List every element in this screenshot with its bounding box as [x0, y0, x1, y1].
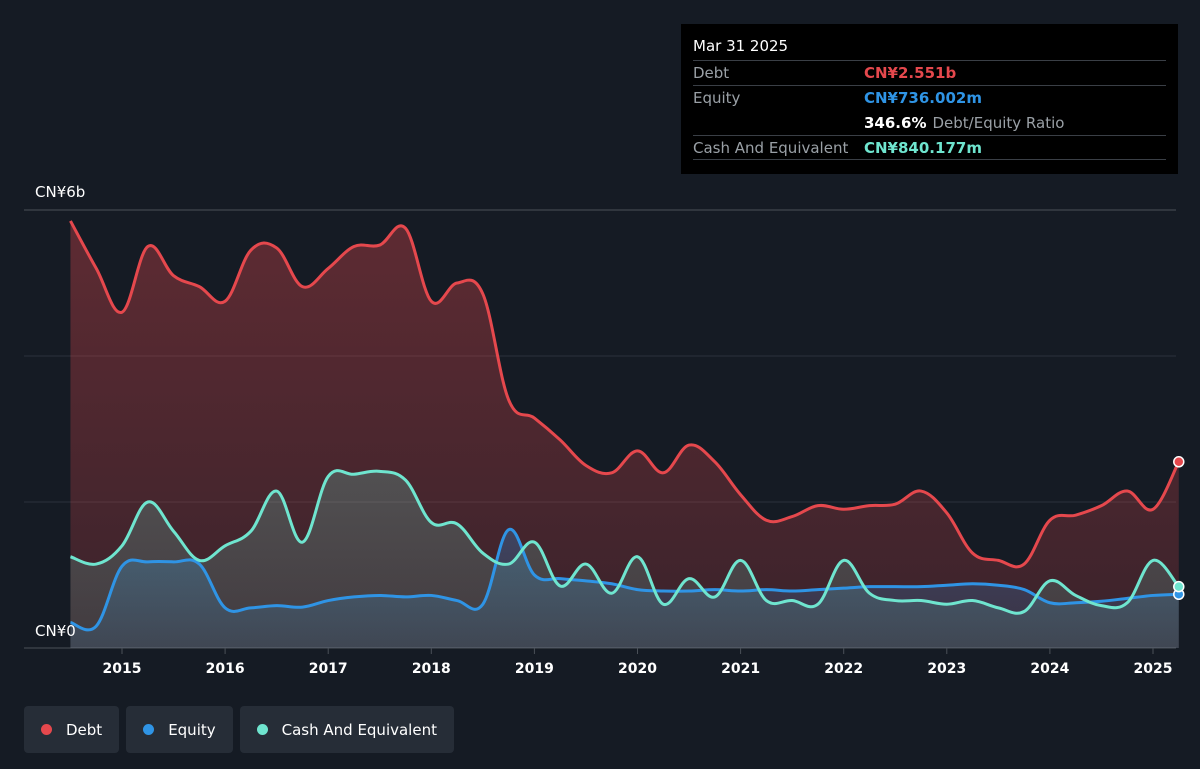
legend-dot-icon: [41, 724, 52, 735]
marker-cash-and-equivalent: [1173, 580, 1185, 593]
legend-dot-icon: [256, 724, 268, 735]
legend-label-cash: Cash And Equivalent: [281, 720, 437, 739]
y-axis-top-label: CN¥6b: [35, 183, 85, 201]
legend-label-debt: Debt: [66, 720, 103, 739]
tooltip-row-debt: Debt CN¥2.551b: [693, 60, 1166, 85]
debt-equity-chart: 2015 2016 2017 2018 2019 2020 2021 2022 2023 2024…: [24, 183, 1185, 677]
tooltip-debt-label: Debt: [693, 64, 730, 82]
legend-item-cash[interactable]: Cash And Equivalent: [239, 706, 454, 753]
x-tick-label: 2024: [1030, 661, 1069, 677]
x-tick-label: 2021: [721, 661, 760, 677]
line-debt: [69, 220, 1181, 569]
tooltip-ratio-value: 346.6%: [864, 113, 927, 132]
x-tick-label: 2019: [515, 661, 554, 677]
area-cash-and-equivalent: [70, 470, 1179, 648]
series-end-markers: [1173, 456, 1185, 601]
x-tick-label: 2016: [206, 661, 245, 677]
x-tick-label: 2017: [309, 661, 348, 677]
tooltip-row-ratio: 346.6% Debt/Equity Ratio: [693, 110, 1166, 135]
x-tick-label: 2018: [412, 661, 451, 677]
x-tick-label: 2020: [618, 661, 657, 677]
tooltip-row-cash: Cash And Equivalent CN¥840.177m: [693, 135, 1166, 160]
tooltip-ratio-label: Debt/Equity Ratio: [932, 113, 1065, 132]
line-cash-and-equivalent: [69, 469, 1180, 615]
chart-legend: Debt Equity Cash And Equivalent: [24, 706, 454, 753]
legend-item-equity[interactable]: Equity: [126, 706, 233, 753]
x-axis-ticks: 2015 2016 2017 2018 2019 2020 2021 2022 2023 2024…: [103, 648, 1173, 677]
series-areas: [70, 220, 1179, 648]
tooltip-date: Mar 31 2025: [693, 37, 789, 55]
tooltip-equity-value: CN¥736.002m: [864, 89, 982, 107]
marker-debt: [1173, 456, 1185, 468]
legend-label-equity: Equity: [168, 720, 216, 739]
y-axis-zero-label: CN¥0: [35, 622, 76, 640]
legend-item-debt[interactable]: Debt: [24, 706, 120, 753]
series-lines: [69, 220, 1181, 632]
tooltip-row-equity: Equity CN¥736.002m: [693, 85, 1166, 110]
x-tick-label: 2015: [103, 661, 142, 677]
x-tick-label: 2023: [927, 661, 966, 677]
legend-dot-icon: [143, 724, 155, 735]
tooltip-debt-value: CN¥2.551b: [864, 64, 957, 82]
x-tick-label: 2022: [824, 661, 863, 677]
x-tick-label: 2025: [1134, 661, 1173, 677]
tooltip-panel: Mar 31 2025 Debt CN¥2.551b Equity CN¥736…: [681, 24, 1178, 174]
tooltip-cash-label: Cash And Equivalent: [693, 138, 849, 157]
tooltip-equity-label: Equity: [693, 89, 741, 107]
tooltip-cash-value: CN¥840.177m: [864, 138, 982, 157]
